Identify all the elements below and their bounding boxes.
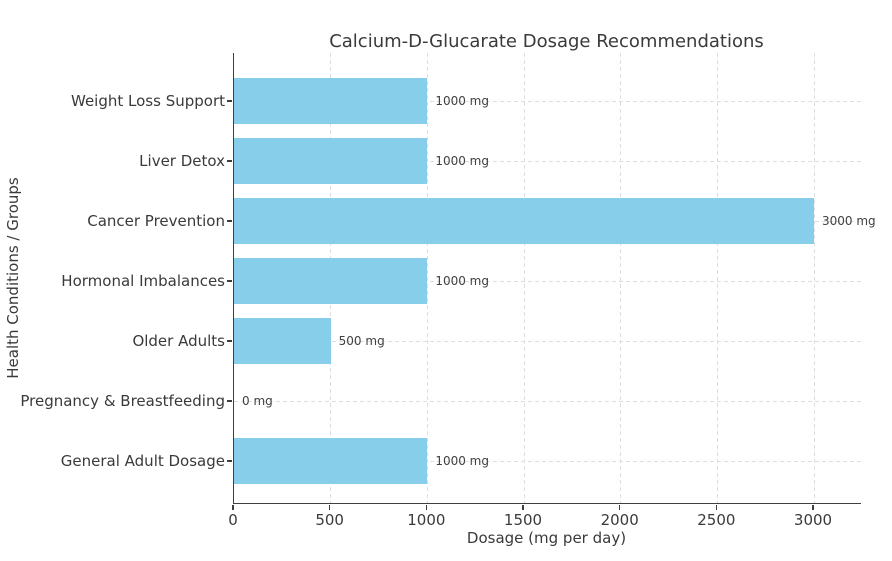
x-tick-mark [232, 504, 234, 510]
x-tick-label: 1000 [407, 511, 446, 529]
h-gridline [234, 160, 861, 162]
x-tick-mark [618, 504, 621, 510]
v-gridline [620, 53, 622, 503]
x-tick-label: 3000 [793, 511, 833, 529]
h-gridline [234, 340, 861, 342]
y-tick-mark [226, 340, 232, 342]
y-tick-mark [226, 460, 232, 462]
y-tick-mark [226, 100, 232, 102]
y-tick-mark [226, 400, 232, 402]
bar-value-label: 1000 mg [435, 454, 489, 468]
bar-value-label: 0 mg [242, 394, 273, 408]
y-tick-mark [226, 280, 232, 282]
category-label: Cancer Prevention [87, 212, 225, 230]
category-label: Hormonal Imbalances [61, 272, 225, 290]
h-gridline [234, 400, 861, 402]
v-gridline [426, 53, 428, 503]
bar-value-label: 1000 mg [435, 94, 489, 108]
h-gridline [234, 280, 861, 282]
v-gridline [716, 53, 718, 503]
v-gridline [523, 53, 525, 503]
bar-value-label: 3000 mg [822, 214, 876, 228]
x-tick-mark [328, 504, 331, 510]
x-tick-mark [522, 504, 524, 510]
h-gridline [234, 460, 861, 462]
bar [234, 138, 428, 184]
bar-value-label: 1000 mg [435, 274, 489, 288]
category-label: General Adult Dosage [60, 452, 225, 470]
x-tick-mark [812, 504, 814, 510]
category-label: Weight Loss Support [71, 92, 225, 110]
x-axis-title: Dosage (mg per day) [466, 529, 627, 547]
category-label: Pregnancy & Breastfeeding [20, 392, 225, 410]
v-gridline [813, 53, 815, 503]
x-tick-label: 1500 [503, 511, 543, 529]
category-label: Liver Detox [139, 152, 225, 170]
x-tick-label: 0 [228, 511, 238, 529]
bar-value-label: 1000 mg [435, 154, 489, 168]
bar [234, 318, 331, 364]
chart-title: Calcium-D-Glucarate Dosage Recommendatio… [329, 31, 764, 52]
bar [234, 438, 428, 484]
plot-area: 1000 mg 1000 mg 3000 mg 1000 mg 500 mg 0 mg 10… [233, 53, 876, 504]
bar [234, 258, 428, 304]
category-label: Older Adults [132, 332, 225, 350]
x-tick-mark [715, 504, 718, 510]
x-tick-label: 500 [315, 511, 344, 529]
x-tick-label: 2500 [697, 511, 736, 529]
bar [234, 78, 428, 124]
bar-value-label: 500 mg [338, 334, 385, 348]
bar [234, 198, 815, 244]
x-tick-label: 2000 [600, 511, 639, 529]
y-tick-mark [226, 160, 232, 162]
x-tick-mark [425, 504, 428, 510]
y-tick-mark [226, 220, 232, 222]
h-gridline [234, 100, 861, 102]
